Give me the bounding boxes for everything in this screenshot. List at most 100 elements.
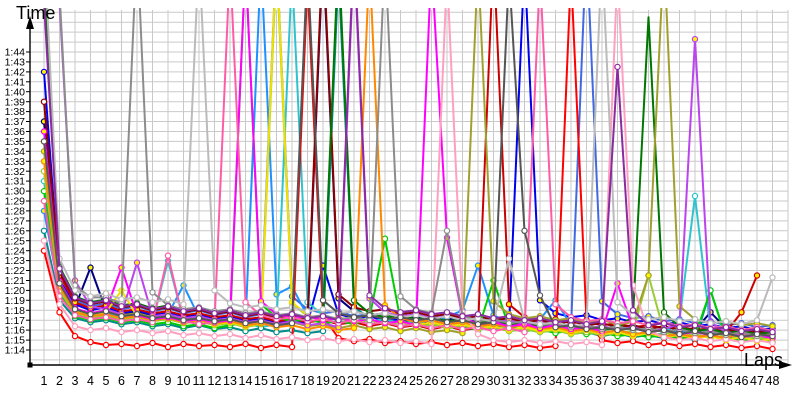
svg-text:1:29: 1:29: [5, 196, 26, 208]
series-point-car-silver: [102, 290, 110, 297]
svg-text:15: 15: [254, 374, 268, 388]
series-point-car-red: [87, 338, 94, 346]
series-point-car-lightpink: [474, 330, 482, 338]
series-point-car-gray: [505, 320, 513, 327]
series-point-car-lightpink: [195, 329, 203, 337]
series-point-car-purple: [102, 297, 110, 304]
series-point-car-lightpink: [133, 326, 141, 334]
series-point-car-silver: [164, 296, 172, 303]
series-point-car-lightpink: [769, 339, 776, 347]
series-point-car-lightpink: [288, 333, 296, 341]
svg-text:5: 5: [103, 374, 110, 388]
svg-text:1:14: 1:14: [5, 345, 26, 357]
series-point-car-red: [226, 343, 234, 351]
svg-text:17: 17: [285, 374, 299, 388]
series-point-car-purple: [552, 319, 559, 326]
svg-text:29: 29: [471, 374, 485, 388]
series-point-car-lightpink: [583, 338, 590, 346]
series-point-car-red: [707, 343, 714, 351]
series-point-car-lightpink: [304, 336, 311, 344]
svg-text:1:36: 1:36: [5, 126, 26, 138]
series-point-car-purple: [273, 313, 280, 320]
series-point-car-darkgray: [676, 330, 683, 338]
series-point-car-lightpink: [676, 336, 683, 344]
series-point-car-purple: [71, 294, 79, 301]
series-point-car-purple: [645, 322, 652, 329]
series-point-car-purple: [443, 309, 451, 316]
series-point-car-purple: [459, 313, 466, 320]
series-point-car-purple: [474, 311, 482, 318]
series-point-car-silver: [769, 274, 776, 281]
series-point-car-orange: [350, 324, 358, 332]
series-point-car-silver: [753, 317, 761, 324]
series-point-car-lightpink: [164, 327, 172, 335]
series-point-car-hotpink: [71, 312, 79, 319]
series-point-car-purple: [722, 324, 730, 331]
series-point-car-red: [102, 341, 110, 349]
svg-text:45: 45: [719, 374, 733, 388]
series-point-car-red: [769, 345, 776, 353]
svg-text:42: 42: [673, 374, 687, 388]
series-line-car-silver: [46, 8, 774, 328]
series-point-car-red: [288, 343, 296, 351]
series-point-car-lightpink: [40, 237, 48, 244]
series-point-car-darkgray: [629, 324, 637, 332]
svg-text:26: 26: [425, 374, 439, 388]
series-point-car-red: [676, 342, 683, 350]
series-point-car-hotpink: [102, 314, 110, 321]
svg-text:1:37: 1:37: [5, 116, 26, 128]
series-point-car-lightpink: [397, 339, 404, 347]
series-point-car-silver: [660, 314, 668, 321]
svg-text:3: 3: [72, 374, 79, 388]
series-point-car-purple: [288, 311, 296, 318]
series-point-car-purple: [505, 313, 513, 320]
series-point-car-purple: [428, 311, 435, 318]
series-point-car-darkgray: [195, 315, 203, 322]
series-line-car-darkgreen: [44, 8, 774, 336]
series-point-car-darkgray: [71, 306, 79, 313]
series-point-car-teal: [40, 227, 48, 234]
series-point-car-silver: [738, 321, 745, 328]
svg-text:41: 41: [657, 374, 671, 388]
series-point-car-silver: [536, 321, 544, 328]
series-point-car-darkgray: [598, 324, 606, 331]
svg-text:11: 11: [193, 374, 206, 388]
svg-text:38: 38: [611, 374, 625, 388]
series-point-car-purple: [536, 315, 544, 322]
series-point-car-lightpink: [118, 328, 125, 336]
series-point-car-violet: [133, 259, 141, 266]
series-point-car-darkgray: [180, 317, 187, 324]
svg-text:36: 36: [580, 374, 594, 388]
series-point-car-lightpink: [490, 336, 497, 344]
series-point-car-red: [443, 341, 451, 349]
series-point-car-royalblue: [614, 311, 621, 318]
series-point-car-silver: [722, 318, 730, 325]
series-point-car-darkred: [505, 301, 513, 308]
series-point-car-red: [459, 339, 466, 347]
svg-text:1:24: 1:24: [5, 245, 26, 257]
series-point-car-lightpink: [707, 337, 714, 345]
series-point-car-red: [149, 339, 156, 347]
svg-text:1:44: 1:44: [5, 47, 26, 59]
axes: [29, 28, 782, 366]
svg-text:1:28: 1:28: [5, 206, 26, 218]
y-axis-title: Time: [16, 3, 56, 23]
axis-origin-marker: [27, 362, 33, 368]
series-point-car-hotpink: [40, 197, 48, 205]
series-point-car-purple: [412, 307, 420, 314]
series-point-car-lightpink: [102, 324, 110, 332]
series-point-car-lightpink: [350, 335, 358, 343]
svg-text:39: 39: [626, 374, 640, 388]
series-point-car-purple: [567, 317, 575, 324]
series-point-car-hotpink: [521, 328, 528, 336]
series-point-car-silver: [273, 306, 280, 313]
series-point-car-gray: [397, 293, 404, 300]
series-point-car-darkgray: [381, 316, 389, 323]
series-point-car-darkgray: [722, 329, 730, 337]
series-point-car-darkgray: [645, 328, 652, 336]
svg-text:1:26: 1:26: [5, 225, 26, 237]
series-point-car-purple: [149, 306, 156, 313]
series-point-car-gray: [443, 227, 451, 234]
svg-text:1:43: 1:43: [5, 57, 26, 69]
